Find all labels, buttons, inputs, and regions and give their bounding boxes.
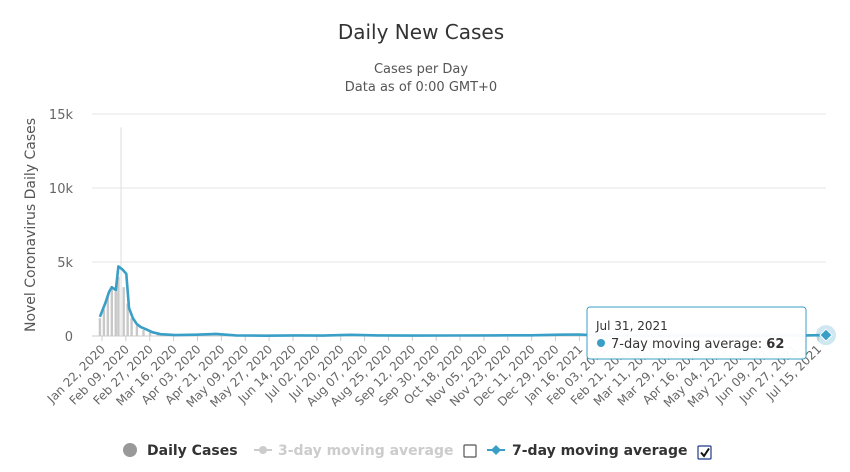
y-tick-label: 0 [65, 330, 73, 345]
y-tick-label: 10k [49, 182, 74, 197]
y-tick-label: 15k [49, 108, 74, 123]
daily-cases-bar [135, 325, 139, 336]
tooltip-series-name: 7-day moving average [611, 337, 758, 352]
legend-item-daily-cases[interactable]: Daily Cases [123, 443, 238, 459]
legend-label-daily-cases: Daily Cases [147, 443, 238, 459]
tooltip-box [586, 306, 807, 360]
daily-cases-bar [148, 332, 152, 336]
legend-item-ma7[interactable]: 7-day moving average [487, 443, 688, 459]
y-axis-ticks: 0 5k 10k 15k [49, 108, 74, 345]
legend-checkbox-ma3[interactable] [463, 444, 477, 458]
daily-cases-bar [142, 330, 145, 336]
tooltip: Jul 31, 2021 7-day moving average: 62 [586, 306, 807, 360]
daily-cases-bar [130, 318, 133, 336]
chart-title: Daily New Cases [338, 20, 504, 44]
y-axis-label: Novel Coronavirus Daily Cases [23, 118, 39, 332]
tooltip-series-line: 7-day moving average: 62 [611, 337, 784, 352]
legend-diamond-icon [491, 445, 501, 455]
daily-cases-bar [126, 303, 129, 336]
checkmark-icon [700, 447, 710, 458]
legend-checkbox-ma7[interactable] [697, 445, 712, 460]
chart-subtitle-line2: Data as of 0:00 GMT+0 [345, 80, 497, 95]
tooltip-series-dot-icon [597, 339, 605, 347]
checkbox-unchecked-icon [463, 444, 477, 458]
daily-cases-bar [114, 291, 117, 336]
ma7-point-marker [819, 328, 833, 342]
legend-label-ma3: 3-day moving average [278, 443, 454, 459]
tooltip-date: Jul 31, 2021 [595, 319, 668, 333]
daily-cases-bar [98, 318, 102, 336]
legend-dot-icon [259, 446, 267, 454]
legend-label-ma7: 7-day moving average [512, 443, 688, 459]
chart-subtitle-line1: Cases per Day [374, 62, 468, 77]
daily-cases-bar [106, 297, 110, 336]
y-tick-label: 5k [57, 256, 73, 271]
daily-cases-bar [110, 288, 114, 336]
daily-cases-bar [102, 309, 106, 336]
legend-circle-icon [123, 443, 137, 457]
daily-cases-bar [120, 127, 122, 336]
daily-cases-bar [122, 287, 125, 336]
legend: Daily Cases 3-day moving average 7-day m… [123, 443, 712, 460]
tooltip-colon: : [758, 337, 767, 352]
daily-cases-bar [117, 276, 120, 336]
legend-item-ma3[interactable]: 3-day moving average [254, 443, 454, 459]
grid [92, 113, 826, 337]
tooltip-value: 62 [766, 337, 784, 352]
